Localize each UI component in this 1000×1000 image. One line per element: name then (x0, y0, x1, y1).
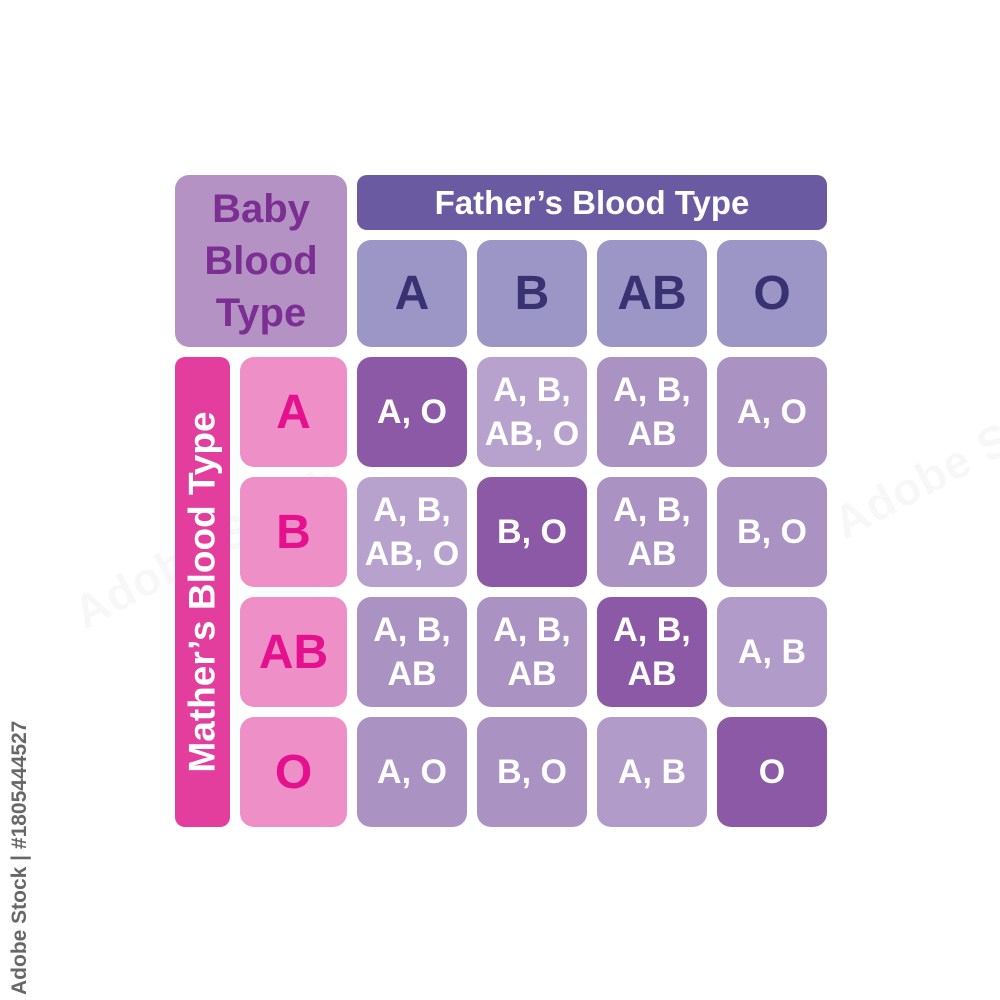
baby-cell-mo-fab: A, B (597, 717, 707, 827)
mother-type-o: O (240, 717, 347, 827)
baby-cell-mab-fo: A, B (717, 597, 827, 707)
mother-blood-type-label: Mather’s Blood Type (181, 411, 223, 773)
father-type-b: B (477, 240, 587, 347)
baby-cell-mb-fo: B, O (717, 477, 827, 587)
baby-cell-mo-fo: O (717, 717, 827, 827)
baby-cell-mo-fa: A, O (357, 717, 467, 827)
baby-cell-mb-fb: B, O (477, 477, 587, 587)
mother-type-b: B (240, 477, 347, 587)
stock-credit: Adobe Stock | #1805444527 (8, 720, 31, 995)
baby-cell-mab-fb: A, B, AB (477, 597, 587, 707)
father-type-o: O (717, 240, 827, 347)
baby-cell-mb-fab: A, B, AB (597, 477, 707, 587)
mother-blood-type-bar: Mather’s Blood Type (175, 357, 230, 827)
baby-cell-mab-fa: A, B, AB (357, 597, 467, 707)
baby-cell-mo-fb: B, O (477, 717, 587, 827)
baby-cell-mb-fa: A, B, AB, O (357, 477, 467, 587)
baby-cell-ma-fa: A, O (357, 357, 467, 467)
mother-type-a: A (240, 357, 347, 467)
baby-blood-type-label: Baby Blood Type (175, 175, 347, 347)
father-blood-type-header: Father’s Blood Type (357, 175, 827, 230)
watermark-text: Adobe Stock (824, 365, 1000, 549)
baby-cell-ma-fo: A, O (717, 357, 827, 467)
blood-type-table: Baby Blood Type Father’s Blood Type Math… (175, 175, 827, 827)
baby-cell-ma-fab: A, B, AB (597, 357, 707, 467)
baby-cell-ma-fb: A, B, AB, O (477, 357, 587, 467)
mother-type-ab: AB (240, 597, 347, 707)
father-type-a: A (357, 240, 467, 347)
baby-cell-mab-fab: A, B, AB (597, 597, 707, 707)
father-type-ab: AB (597, 240, 707, 347)
